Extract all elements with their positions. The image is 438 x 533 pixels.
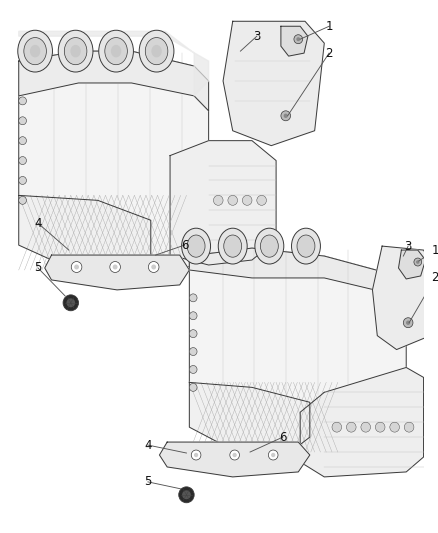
Text: 1: 1 <box>431 244 438 256</box>
Text: 3: 3 <box>404 240 412 253</box>
Polygon shape <box>281 26 308 56</box>
Circle shape <box>294 35 303 44</box>
Circle shape <box>71 262 82 272</box>
Circle shape <box>242 196 252 205</box>
Ellipse shape <box>58 30 93 72</box>
Text: 6: 6 <box>279 431 286 443</box>
Circle shape <box>189 348 197 356</box>
Circle shape <box>406 320 410 325</box>
Circle shape <box>346 422 356 432</box>
Circle shape <box>228 196 237 205</box>
Ellipse shape <box>224 235 242 257</box>
Text: 2: 2 <box>431 271 438 285</box>
Circle shape <box>268 450 278 460</box>
Text: 4: 4 <box>34 217 42 230</box>
Circle shape <box>189 383 197 391</box>
Circle shape <box>19 176 26 184</box>
Circle shape <box>375 422 385 432</box>
Polygon shape <box>372 246 433 350</box>
Circle shape <box>213 196 223 205</box>
Polygon shape <box>399 250 425 279</box>
Ellipse shape <box>297 235 315 257</box>
Ellipse shape <box>105 37 127 64</box>
Circle shape <box>67 298 75 308</box>
Polygon shape <box>189 382 310 455</box>
Polygon shape <box>189 248 406 308</box>
Ellipse shape <box>30 45 40 58</box>
Polygon shape <box>170 141 276 265</box>
Circle shape <box>19 117 26 125</box>
Circle shape <box>19 97 26 105</box>
Text: 3: 3 <box>253 30 261 43</box>
Circle shape <box>113 264 117 270</box>
Text: 4: 4 <box>144 439 152 451</box>
Polygon shape <box>19 31 208 96</box>
Circle shape <box>390 422 399 432</box>
Ellipse shape <box>218 228 247 264</box>
Ellipse shape <box>139 30 174 72</box>
Polygon shape <box>19 196 151 275</box>
Polygon shape <box>159 442 310 477</box>
Ellipse shape <box>255 228 284 264</box>
Circle shape <box>271 453 276 457</box>
Circle shape <box>189 294 197 302</box>
Polygon shape <box>19 51 208 275</box>
Circle shape <box>403 318 413 328</box>
Circle shape <box>191 450 201 460</box>
Circle shape <box>284 114 288 118</box>
Ellipse shape <box>71 45 81 58</box>
Ellipse shape <box>260 235 278 257</box>
Ellipse shape <box>182 228 211 264</box>
Text: 5: 5 <box>34 262 42 274</box>
Circle shape <box>189 366 197 374</box>
Circle shape <box>19 157 26 165</box>
Circle shape <box>297 37 300 41</box>
Ellipse shape <box>18 30 53 72</box>
Circle shape <box>189 330 197 337</box>
Circle shape <box>110 262 120 272</box>
Circle shape <box>182 490 191 499</box>
Ellipse shape <box>152 45 162 58</box>
Ellipse shape <box>145 37 168 64</box>
Circle shape <box>148 262 159 272</box>
Text: 1: 1 <box>325 20 333 33</box>
Circle shape <box>151 264 156 270</box>
Circle shape <box>404 422 414 432</box>
Circle shape <box>230 450 240 460</box>
Text: 5: 5 <box>144 475 152 488</box>
Circle shape <box>189 312 197 320</box>
Circle shape <box>281 111 290 121</box>
Text: 2: 2 <box>325 46 333 60</box>
Circle shape <box>414 258 422 266</box>
Circle shape <box>63 295 78 311</box>
Circle shape <box>361 422 371 432</box>
Polygon shape <box>19 51 208 111</box>
Text: 6: 6 <box>181 239 188 252</box>
Ellipse shape <box>187 235 205 257</box>
Circle shape <box>74 264 79 270</box>
Circle shape <box>19 136 26 144</box>
Circle shape <box>179 487 194 503</box>
Circle shape <box>257 196 266 205</box>
Circle shape <box>233 453 237 457</box>
Polygon shape <box>189 248 406 445</box>
Polygon shape <box>300 367 424 477</box>
Circle shape <box>416 260 420 264</box>
Ellipse shape <box>24 37 46 64</box>
Polygon shape <box>223 21 324 146</box>
Ellipse shape <box>64 37 87 64</box>
Circle shape <box>19 196 26 204</box>
Ellipse shape <box>99 30 134 72</box>
Circle shape <box>194 453 198 457</box>
Ellipse shape <box>111 45 121 58</box>
Circle shape <box>332 422 342 432</box>
Ellipse shape <box>292 228 321 264</box>
Polygon shape <box>45 255 189 290</box>
